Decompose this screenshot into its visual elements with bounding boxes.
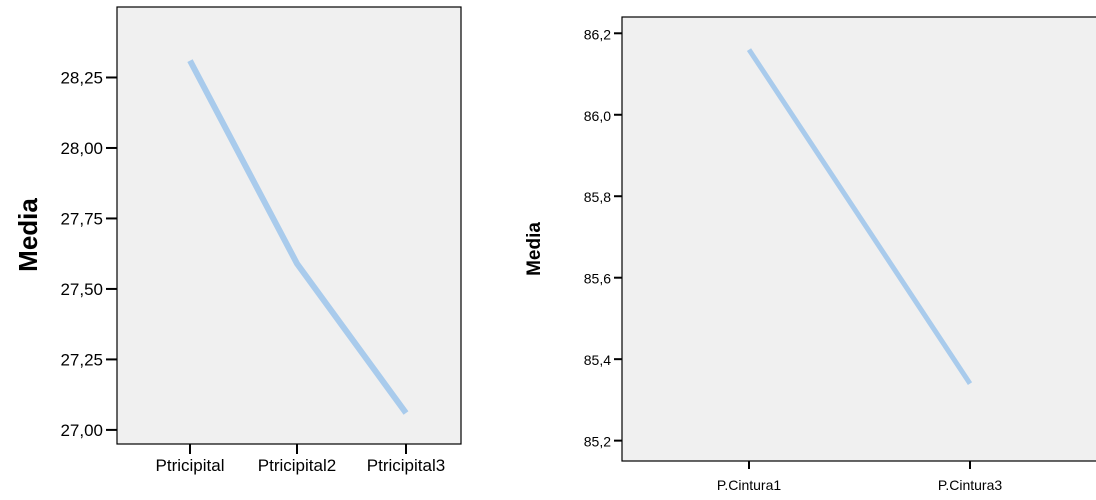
y-ticks: 85,2 85,4 85,6 85,8 86,0 86,2 bbox=[584, 26, 622, 450]
series-line bbox=[746, 48, 973, 385]
y-tick-label: 27,25 bbox=[60, 350, 103, 369]
x-tick-label: P.Cintura1 bbox=[717, 477, 782, 493]
y-tick-label: 27,00 bbox=[60, 421, 103, 440]
y-ticks: 27,00 27,25 27,50 27,75 28,00 28,25 bbox=[60, 68, 117, 440]
y-tick-label: 28,00 bbox=[60, 139, 103, 158]
x-ticks: Ptricipital Ptricipital2 Ptricipital3 bbox=[156, 444, 445, 475]
y-tick-label: 85,6 bbox=[584, 271, 611, 287]
y-tick-label: 85,2 bbox=[584, 434, 611, 450]
series-line bbox=[187, 59, 409, 415]
x-ticks: P.Cintura1 P.Cintura3 bbox=[717, 461, 1003, 493]
y-tick-label: 27,50 bbox=[60, 280, 103, 299]
x-tick-label: Ptricipital2 bbox=[258, 456, 336, 475]
plot-area bbox=[116, 6, 462, 445]
x-tick-label: Ptricipital bbox=[156, 456, 225, 475]
y-tick-label: 85,8 bbox=[584, 189, 611, 205]
chart-ptricipital: Media 27,00 27,25 27,50 27,75 28,00 28,25 Ptr… bbox=[13, 6, 462, 475]
plot-area bbox=[621, 16, 1096, 462]
series-lines bbox=[187, 59, 409, 415]
y-axis-label: Media bbox=[524, 222, 545, 276]
y-tick-label: 85,4 bbox=[584, 352, 611, 368]
y-tick-label: 28,25 bbox=[60, 68, 103, 87]
y-tick-label: 86,2 bbox=[584, 26, 611, 42]
x-tick-label: Ptricipital3 bbox=[367, 456, 445, 475]
y-axis-label: Media bbox=[13, 198, 43, 272]
series-lines bbox=[746, 48, 973, 385]
x-tick-label: P.Cintura3 bbox=[938, 477, 1003, 493]
chart-cintura: Media 85,2 85,4 85,6 85,8 86,0 86,2 P.Cintura… bbox=[524, 16, 1096, 493]
y-tick-label: 27,75 bbox=[60, 209, 103, 228]
y-tick-label: 86,0 bbox=[584, 108, 611, 124]
